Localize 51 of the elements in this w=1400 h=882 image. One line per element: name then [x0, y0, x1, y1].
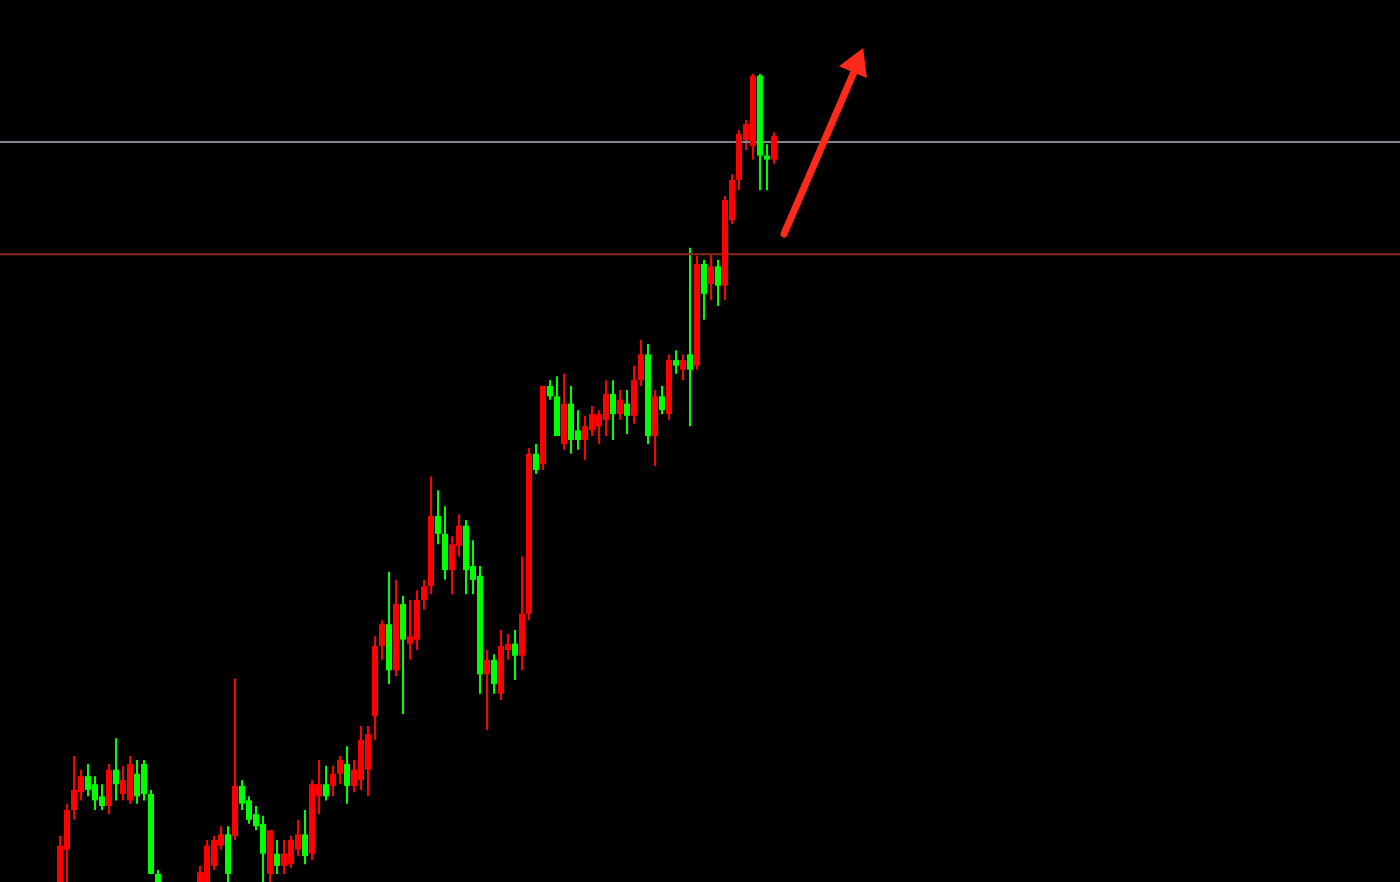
candlestick — [617, 388, 623, 421]
candlestick — [568, 384, 574, 455]
candlestick — [323, 764, 329, 802]
candlestick — [463, 519, 469, 596]
candlestick — [708, 253, 714, 302]
candlestick — [771, 131, 777, 165]
candlestick — [484, 649, 490, 732]
candlestick — [302, 809, 308, 866]
candlestick — [701, 258, 707, 321]
candlestick — [498, 628, 504, 702]
candlestick — [204, 838, 210, 882]
candlestick — [673, 349, 679, 375]
candlestick — [113, 737, 119, 802]
candlestick — [582, 414, 588, 462]
candlestick — [281, 838, 287, 875]
candlestick — [134, 758, 140, 805]
candlestick — [386, 570, 392, 686]
candlestick — [512, 628, 518, 681]
candlestick — [330, 764, 336, 798]
candlestick — [715, 258, 721, 307]
candlestick — [750, 73, 756, 161]
candlestick — [232, 677, 238, 841]
candlestick — [757, 73, 763, 192]
candlestick — [393, 578, 399, 677]
candlestick — [358, 725, 364, 791]
candlestick — [575, 409, 581, 451]
candlestick — [680, 353, 686, 382]
candlestick — [603, 379, 609, 437]
candlestick — [659, 384, 665, 416]
candlestick — [99, 783, 105, 812]
candlestick — [225, 825, 231, 882]
candlestick — [533, 443, 539, 475]
candlestick — [666, 353, 672, 421]
candlestick — [554, 375, 560, 437]
candlestick — [106, 763, 112, 816]
candlestick — [267, 829, 273, 882]
candlestick — [561, 372, 567, 451]
candlestick — [400, 594, 406, 715]
candlestick — [687, 246, 693, 428]
candlestick — [624, 388, 630, 436]
candlestick — [645, 342, 651, 446]
candlestick — [120, 764, 126, 802]
candlestick — [694, 254, 700, 371]
candlestick — [540, 384, 546, 471]
candlestick — [260, 814, 266, 882]
candlestick — [491, 653, 497, 695]
candlestick — [652, 388, 658, 467]
candlestick — [127, 754, 133, 805]
candlestick — [344, 745, 350, 805]
candlestick — [610, 379, 616, 442]
candlestick — [274, 838, 280, 875]
